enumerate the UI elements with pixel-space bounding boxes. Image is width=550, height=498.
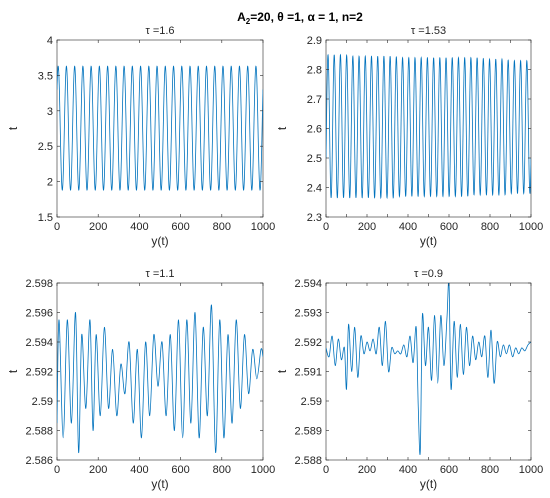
subplot-2: 0 200 400 600 800 1000 2.3 2.4 2.5 2.6 2.7 2.8 2.9 τ … — [275, 25, 543, 248]
y-tick-label: 2.4 — [307, 183, 322, 195]
x-tick-label: 200 — [358, 464, 376, 476]
y-tick-label: 2.588 — [25, 426, 53, 438]
subplot-1: 0 200 400 600 800 1000 1.5 2 2.5 3 3.5 4 τ =1.6 y(t) t — [6, 25, 275, 248]
x-axis-label: y(t) — [151, 477, 168, 491]
y-tick-label: 2.592 — [25, 367, 53, 379]
y-tick-label: 2.593 — [294, 308, 322, 320]
y-axis-label: t — [6, 369, 20, 373]
x-tick-label: 800 — [213, 221, 231, 233]
x-tick-label: 600 — [171, 464, 189, 476]
x-tick-label: 200 — [89, 464, 107, 476]
y-tick-label: 2 — [47, 177, 53, 189]
y-tick-label: 3 — [47, 106, 53, 118]
subplot-title: τ =1.6 — [145, 25, 174, 37]
x-axis-label: y(t) — [151, 234, 168, 248]
figure-title-main: A — [237, 10, 246, 24]
x-tick-label: 1000 — [519, 221, 543, 233]
y-tick-label: 2.8 — [307, 65, 322, 77]
x-axis-label: y(t) — [420, 477, 437, 491]
y-tick-label: 2.586 — [25, 455, 53, 467]
x-tick-label: 400 — [130, 464, 148, 476]
x-tick-label: 800 — [481, 464, 499, 476]
y-tick-label: 3.5 — [38, 70, 53, 82]
x-tick-label: 200 — [358, 221, 376, 233]
subplot-title: τ =1.53 — [411, 25, 446, 37]
axes-frame — [56, 39, 264, 218]
y-tick-label: 2.5 — [307, 153, 322, 165]
x-tick-label: 200 — [89, 221, 107, 233]
figure-title-rest: =20, θ =1, α = 1, n=2 — [250, 10, 363, 24]
series-line — [326, 283, 531, 455]
x-tick-label: 1000 — [251, 464, 275, 476]
x-tick-label: 1000 — [519, 464, 543, 476]
x-tick-label: 800 — [481, 221, 499, 233]
y-tick-label: 2.588 — [294, 455, 322, 467]
x-tick-label: 400 — [399, 464, 417, 476]
figure-title-subscript: 2 — [246, 17, 251, 26]
subplot-3: 0 200 400 600 800 1000 2.586 2.588 2.59 2.592 2.59… — [6, 268, 275, 491]
y-tick-label: 1.5 — [38, 212, 53, 224]
x-tick-label: 600 — [171, 221, 189, 233]
x-tick-label: 0 — [54, 464, 60, 476]
subplot-title: τ =0.9 — [414, 268, 443, 280]
y-tick-label: 2.592 — [294, 337, 322, 349]
x-tick-label: 400 — [130, 221, 148, 233]
x-tick-label: 800 — [213, 464, 231, 476]
y-tick-label: 2.589 — [294, 426, 322, 438]
subplot-title: τ =1.1 — [145, 268, 174, 280]
y-tick-label: 2.594 — [25, 337, 53, 349]
y-axis-label: t — [275, 369, 289, 373]
y-tick-label: 2.598 — [25, 278, 53, 290]
series-line — [326, 53, 531, 200]
y-axis-label: t — [6, 126, 20, 130]
subplots: 0 200 400 600 800 1000 1.5 2 2.5 3 3.5 4 τ =1.6 y(t) t… — [6, 25, 543, 491]
figure-title: A2=20, θ =1, α = 1, n=2 — [237, 10, 363, 26]
y-tick-label: 4 — [47, 35, 53, 47]
x-tick-label: 1000 — [251, 221, 275, 233]
y-tick-label: 2.5 — [38, 141, 53, 153]
y-tick-label: 2.6 — [307, 124, 322, 136]
series-line — [57, 304, 263, 454]
series-line — [57, 65, 263, 191]
y-tick-label: 2.596 — [25, 308, 53, 320]
axes-frame — [325, 39, 532, 218]
y-axis-label: t — [275, 126, 289, 130]
axes-frame — [325, 282, 532, 461]
y-tick-label: 2.594 — [294, 278, 322, 290]
x-tick-label: 600 — [440, 221, 458, 233]
x-tick-label: 600 — [440, 464, 458, 476]
y-tick-label: 2.59 — [301, 396, 322, 408]
x-tick-label: 0 — [323, 464, 329, 476]
y-tick-label: 2.9 — [307, 35, 322, 47]
y-tick-label: 2.59 — [32, 396, 53, 408]
y-tick-label: 2.591 — [294, 367, 322, 379]
x-tick-label: 0 — [54, 221, 60, 233]
y-tick-label: 2.7 — [307, 94, 322, 106]
y-tick-label: 2.3 — [307, 212, 322, 224]
x-tick-label: 0 — [323, 221, 329, 233]
x-tick-label: 400 — [399, 221, 417, 233]
x-axis-label: y(t) — [420, 234, 437, 248]
subplot-4: 0 200 400 600 800 1000 2.588 2.589 2.59 2.591 2.59… — [275, 268, 543, 491]
